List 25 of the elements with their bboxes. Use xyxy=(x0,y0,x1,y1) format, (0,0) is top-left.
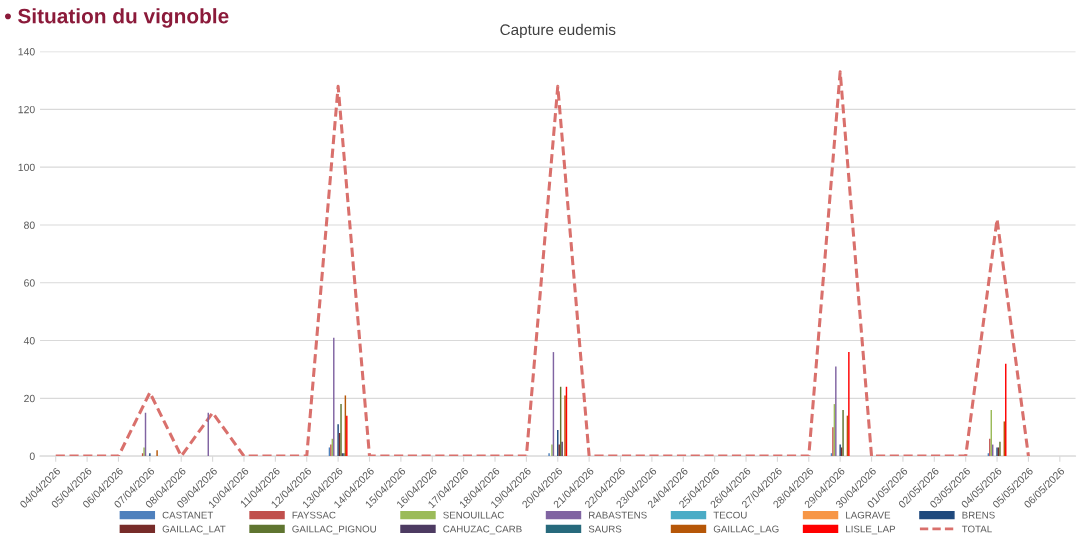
text: • Situation du vignoble xyxy=(4,8,229,28)
legend-label: SENOUILLAC xyxy=(443,511,504,519)
legend-label: SAURS xyxy=(588,525,622,533)
legend-label: LAGRAVE xyxy=(846,511,891,519)
y-tick-label: 120 xyxy=(18,105,35,114)
legend-label: GAILLAC_LAG xyxy=(713,525,779,535)
legend-label: BRENS xyxy=(962,511,995,519)
legend-label: TOTAL xyxy=(961,525,992,533)
y-tick-label: 60 xyxy=(24,279,35,287)
chart-title: Capture eudemis xyxy=(500,23,616,39)
legend-label: LISLE_LAP xyxy=(846,525,896,535)
legend-label: CASTANET xyxy=(162,511,214,519)
y-tick-label: 40 xyxy=(23,337,35,345)
legend-label: GAILLAC_LAT xyxy=(162,525,226,535)
legend-label: FAYSSAC xyxy=(292,511,336,519)
y-tick-label: 80 xyxy=(24,221,35,229)
legend-label: TECOU xyxy=(713,511,747,519)
line-series xyxy=(54,70,1030,457)
y-tick-label: 140 xyxy=(18,48,35,56)
legend-label: CAHUZAC_CARB xyxy=(443,525,522,535)
y-tick-label: 100 xyxy=(18,163,35,172)
y-tick-label: 0 xyxy=(29,452,35,460)
legend-label: GAILLAC_PIGNOU xyxy=(292,525,376,535)
y-tick-label: 20 xyxy=(24,394,35,403)
legend-label: RABASTENS xyxy=(589,511,647,519)
